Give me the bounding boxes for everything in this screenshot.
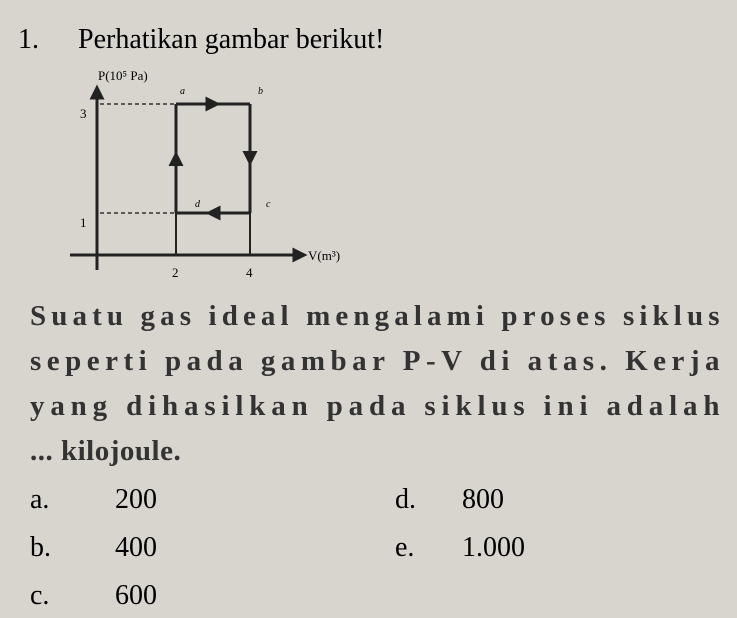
- point-label: a: [180, 86, 185, 97]
- x-axis-label: V(m³): [308, 248, 340, 263]
- option-letter: e.: [395, 532, 414, 563]
- y-axis-label: P(10⁵ Pa): [98, 68, 148, 83]
- option-letter: d.: [395, 484, 416, 515]
- question-number: 1.: [18, 24, 39, 55]
- option-text: 1.000: [462, 532, 525, 563]
- option-text: 200: [115, 484, 157, 515]
- point-label: d: [195, 199, 201, 210]
- point-label: b: [258, 86, 263, 97]
- body-line: Suatu gas ideal mengalami proses siklus: [30, 300, 720, 332]
- option-letter: c.: [30, 580, 49, 611]
- x-tick-label: 4: [246, 265, 253, 280]
- option-text: 600: [115, 580, 157, 611]
- question-prompt: Perhatikan gambar berikut!: [78, 24, 384, 55]
- x-tick-label: 2: [172, 265, 179, 280]
- option-text: 800: [462, 484, 504, 515]
- body-line: seperti pada gambar P-V di atas. Kerja: [30, 345, 720, 377]
- option-letter: a.: [30, 484, 49, 515]
- y-tick-label: 3: [80, 106, 87, 121]
- y-tick-label: 1: [80, 215, 87, 230]
- body-line: ... kilojoule.: [30, 435, 181, 467]
- option-text: 400: [115, 532, 157, 563]
- option-letter: b.: [30, 532, 51, 563]
- body-line: yang dihasilkan pada siklus ini adalah: [30, 390, 720, 422]
- pv-diagram: P(10⁵ Pa) V(m³) 3 1 2 4 a b c d: [70, 68, 340, 280]
- point-label: c: [266, 199, 271, 210]
